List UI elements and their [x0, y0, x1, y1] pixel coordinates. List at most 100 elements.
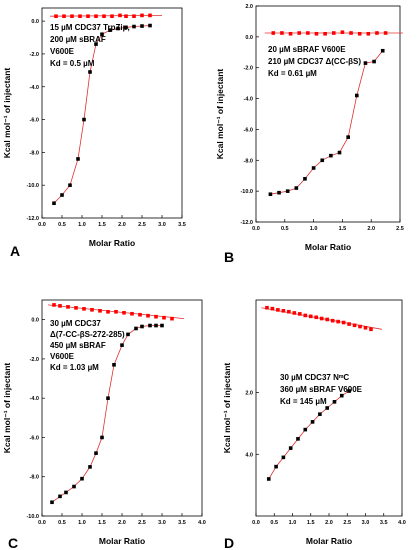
control-point — [323, 31, 327, 36]
titration-point — [134, 326, 138, 331]
control-point — [358, 324, 362, 329]
control-point — [306, 31, 310, 35]
control-point — [98, 309, 102, 313]
control-point — [366, 31, 371, 36]
x-tick-label: 3.5 — [380, 520, 388, 526]
titration-point — [82, 117, 86, 122]
x-tick-label: 2.0 — [118, 222, 126, 228]
panel-d: 0.0 0.5 1.0 1.5 2.0 2.5 3.0 3.5 4.0 2.0 4.0 30 µM … — [222, 299, 406, 550]
control-point — [352, 323, 357, 328]
y-tick-label: 2.0 — [245, 391, 253, 397]
titration-point — [274, 464, 278, 469]
control-point — [106, 309, 110, 314]
y-axis-label: Kcal mol⁻¹ of injectant — [222, 363, 232, 454]
control-point — [298, 312, 302, 316]
control-point — [363, 325, 368, 330]
control-point — [288, 31, 293, 36]
titration-point — [88, 465, 92, 469]
panel-label: A — [10, 243, 20, 259]
titration-point — [318, 412, 322, 416]
titration-point — [94, 42, 98, 46]
titration-point — [310, 420, 315, 424]
control-point — [303, 313, 308, 318]
control-point — [52, 303, 56, 307]
x-tick-label: 4.0 — [198, 520, 206, 526]
titration-point — [60, 193, 64, 197]
control-point — [102, 14, 106, 19]
x-tick-label: 1.5 — [307, 520, 315, 526]
control-point — [86, 14, 90, 19]
x-tick-label: 0.5 — [58, 520, 66, 526]
titration-point — [140, 324, 144, 329]
y-axis-label: Kcal mol⁻¹ of injectant — [215, 69, 225, 160]
x-tick-label: 3.0 — [362, 520, 370, 526]
x-axis-label: Molar Ratio — [89, 238, 135, 248]
titration-point — [58, 494, 62, 499]
y-tick-label: -2.0 — [244, 66, 253, 72]
panel-label: D — [224, 535, 234, 550]
titration-point — [154, 323, 158, 328]
x-tick-label: 0.0 — [252, 520, 260, 526]
y-axis-label: Kcal mol⁻¹ of injectant — [2, 363, 12, 454]
titration-point — [277, 190, 281, 195]
x-tick-label: 2.0 — [367, 226, 375, 232]
titration-point — [346, 135, 350, 139]
y-tick-label: -4.0 — [30, 85, 39, 91]
x-tick-label: 0.5 — [281, 226, 289, 232]
control-point — [138, 312, 142, 317]
titration-point — [347, 389, 351, 393]
titration-point — [296, 437, 300, 441]
panel-b: 0.0 0.5 1.0 1.5 2.0 2.5 2.0 0.0 -2.0 -4.0 -6.0 -8.0… — [215, 4, 404, 265]
control-point — [140, 13, 144, 18]
x-tick-label: 1.5 — [98, 520, 106, 526]
panel-label: C — [8, 535, 18, 550]
titration-point — [100, 435, 104, 440]
x-tick-label: 0.0 — [252, 226, 260, 232]
control-point — [90, 308, 94, 312]
x-tick-label: 1.5 — [98, 222, 106, 228]
titration-point — [339, 393, 344, 398]
control-point — [270, 306, 275, 311]
panel-c: 0.0 0.5 1.0 1.5 2.0 2.5 3.0 3.5 4.0 0.0 -2.0 -4.0 -6… — [2, 299, 206, 550]
x-tick-label: 0.0 — [38, 520, 46, 526]
y-tick-label: -10.0 — [240, 189, 253, 195]
control-point — [319, 316, 324, 321]
titration-point — [100, 32, 104, 37]
titration-point — [94, 451, 98, 455]
control-point — [74, 306, 78, 310]
x-tick-label: 0.5 — [58, 222, 66, 228]
y-tick-label: 4.0 — [245, 452, 253, 458]
titration-point — [76, 157, 80, 161]
x-tick-label: 2.5 — [396, 226, 404, 232]
control-point — [369, 327, 373, 332]
annotation-kd: Kd = 0.5 µM — [50, 59, 95, 68]
titration-point — [116, 26, 120, 31]
control-point — [118, 13, 122, 18]
titration-point — [355, 93, 359, 98]
annotation-line: 200 µM sBRAF — [50, 35, 106, 44]
titration-point — [294, 186, 299, 190]
control-point — [314, 315, 319, 320]
control-point — [336, 319, 340, 324]
y-axis-label: Kcal mol⁻¹ of injectant — [2, 68, 12, 159]
annotation-line: V600E — [50, 352, 75, 361]
titration-point — [126, 332, 130, 337]
titration-point — [132, 24, 136, 29]
titration-point — [325, 406, 329, 410]
titration-point — [363, 61, 368, 65]
titration-point — [88, 70, 92, 74]
annotation-line: 450 µM sBRAF — [50, 341, 106, 350]
control-point — [280, 31, 284, 35]
control-point — [383, 31, 388, 35]
control-point — [341, 320, 346, 325]
control-point — [54, 14, 58, 19]
annotation-kd: Kd = 0.61 µM — [268, 69, 317, 78]
x-tick-label: 1.0 — [78, 222, 86, 228]
titration-point — [106, 396, 110, 400]
x-tick-label: 2.5 — [343, 520, 351, 526]
titration-point — [148, 23, 152, 28]
y-tick-label: -2.0 — [30, 52, 39, 58]
titration-point — [380, 48, 385, 53]
y-tick-label: -4.0 — [30, 396, 39, 402]
control-point — [349, 31, 353, 35]
